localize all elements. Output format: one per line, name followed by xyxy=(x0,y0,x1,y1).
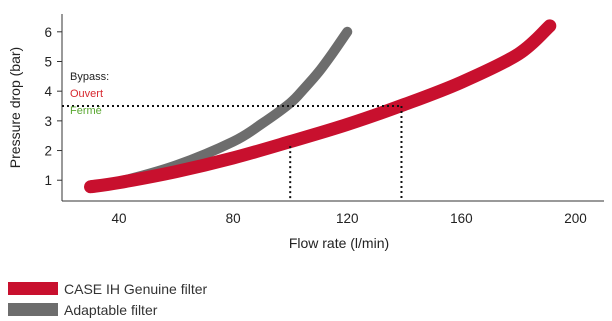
legend-label-adaptable: Adaptable filter xyxy=(64,301,158,318)
y-tick-label: 6 xyxy=(44,25,52,40)
y-tick-label: 1 xyxy=(44,173,52,188)
legend-swatch-genuine xyxy=(8,282,58,295)
y-axis-title: Pressure drop (bar) xyxy=(7,47,23,168)
x-axis-title: Flow rate (l/min) xyxy=(289,235,389,251)
bypass-closed-annotation: Fermé xyxy=(70,105,102,117)
bypass-open-annotation: Ouvert xyxy=(70,88,103,100)
legend-item-adaptable: Adaptable filter xyxy=(8,299,207,320)
bypass-annotation: Bypass: xyxy=(70,71,109,83)
x-tick-label: 40 xyxy=(112,211,127,226)
x-tick-label: 160 xyxy=(450,211,473,226)
y-tick-label: 2 xyxy=(44,144,52,159)
legend-swatch-adaptable xyxy=(8,303,58,316)
series-genuine-filter-curve xyxy=(84,19,557,194)
y-tick-label: 5 xyxy=(44,54,52,69)
y-tick-label: 4 xyxy=(44,84,52,99)
x-tick-label: 80 xyxy=(226,211,241,226)
pressure-flow-chart: 1 2 3 4 5 6 40 80 120 160 200 Flow rate (l/min) Pres… xyxy=(7,14,604,251)
legend-item-genuine: CASE IH Genuine filter xyxy=(8,278,207,299)
x-tick-label: 120 xyxy=(336,211,359,226)
x-tick-label: 200 xyxy=(564,211,587,226)
legend: CASE IH Genuine filter Adaptable filter xyxy=(8,278,207,320)
legend-label-genuine: CASE IH Genuine filter xyxy=(64,280,208,297)
y-tick-label: 3 xyxy=(44,114,52,129)
